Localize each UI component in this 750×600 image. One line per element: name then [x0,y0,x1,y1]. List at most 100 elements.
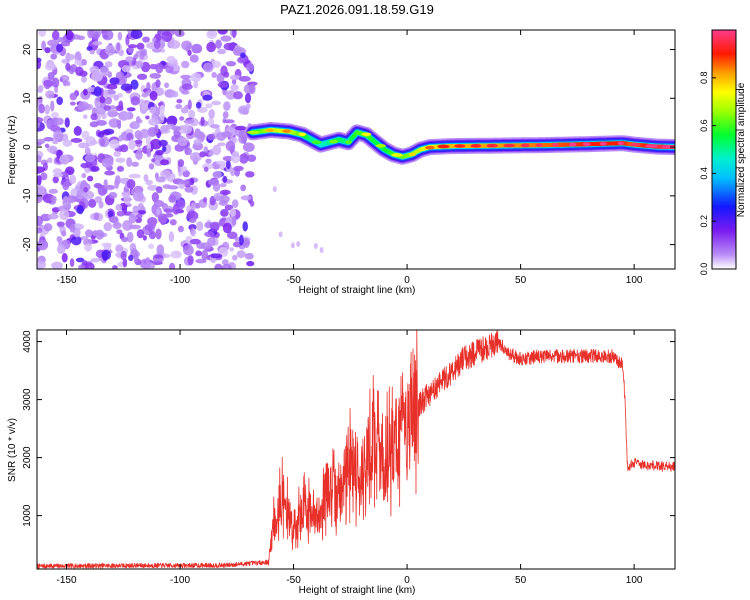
noise-blob [40,172,48,181]
noise-blob [240,52,246,58]
noise-blob [215,39,222,49]
noise-blob [53,173,64,178]
noise-blob [155,228,162,240]
noise-blob [136,229,145,239]
noise-blob [249,83,256,95]
noise-blob [203,90,208,96]
noise-blob [104,61,113,68]
noise-blob [180,74,191,80]
noise-blob [112,222,122,230]
noise-blob [51,261,63,269]
noise-blob [37,116,44,123]
ridge-peak [503,143,515,148]
noise-blob [101,157,114,168]
noise-blob [230,84,239,92]
noise-blob [104,96,113,105]
noise-blob [246,260,255,267]
noise-blob [82,114,88,120]
noise-blob [245,62,255,72]
noise-blob [86,45,93,51]
noise-blob [209,221,221,229]
snr-x-tick-label-4: 50 [515,575,527,586]
noise-blob [89,140,98,145]
colorbar-gradient [711,29,737,270]
ridge-peak [391,153,403,157]
noise-blob [115,244,124,253]
noise-blob [81,172,87,179]
noise-blob [225,60,237,67]
noise-blob [231,199,239,208]
noise-blob [113,150,121,158]
noise-blob [84,229,93,238]
noise-blob [84,243,92,252]
noise-blob [82,262,95,269]
noise-blob [86,175,94,182]
ridge-peak [582,142,591,146]
snr-x-tick-label-2: -50 [286,575,301,586]
ridge-peak [520,143,530,148]
noise-blob [85,162,94,169]
noise-blob [233,165,244,172]
noise-blob [181,83,193,91]
noise-blob [132,205,139,214]
noise-blob [180,107,189,114]
noise-blob [220,208,229,217]
snr-line [37,330,675,569]
noise-blob [209,195,216,206]
noise-blob [177,136,188,147]
noise-blob [128,254,134,262]
noise-blob [117,31,123,41]
noise-blob [118,100,124,110]
noise-blob [195,101,202,109]
ridge-peak [425,145,435,150]
noise-blob [145,257,151,263]
noise-blob [48,188,58,194]
noise-blob [193,132,206,139]
noise-blob [57,37,67,43]
noise-blob [107,210,114,217]
noise-blob [149,90,158,101]
noise-blob [37,227,43,234]
noise-blob [128,213,137,224]
noise-blob [153,200,165,208]
noise-blob [61,230,67,237]
noise-blob [41,40,47,51]
noise-blob [109,77,120,85]
noise-blob [52,176,59,184]
noise-blob [239,234,244,246]
ridge-peak [345,140,352,144]
noise-blob [158,139,168,147]
noise-blob [156,244,165,256]
noise-blob [171,125,181,131]
noise-blob [37,84,44,91]
noise-blob [84,147,91,155]
noise-blob [101,30,114,41]
ridge-peak [437,144,450,149]
noise-blob [236,250,246,259]
noise-blob [56,43,64,53]
noise-blob [37,193,43,204]
noise-blob [130,30,143,40]
noise-blob [231,216,237,226]
noise-blob [189,152,202,162]
noise-blob [107,109,118,118]
noise-blob [189,54,199,63]
noise-blob [296,241,301,248]
noise-blob [52,168,63,175]
noise-blob [52,139,59,145]
noise-blob [91,71,103,82]
noise-blob [225,140,236,152]
noise-blob [212,144,222,156]
ridge-peak [282,129,291,133]
ridge-peak [486,143,498,148]
noise-blob [98,200,104,209]
noise-blob [60,41,71,47]
noise-blob [37,260,46,269]
spectrogram-x-tick-label-4: 50 [515,275,527,286]
noise-blob [69,224,76,233]
noise-blob [123,194,131,205]
noise-blob [232,30,237,39]
noise-blob [92,229,99,237]
noise-blob [74,59,81,65]
